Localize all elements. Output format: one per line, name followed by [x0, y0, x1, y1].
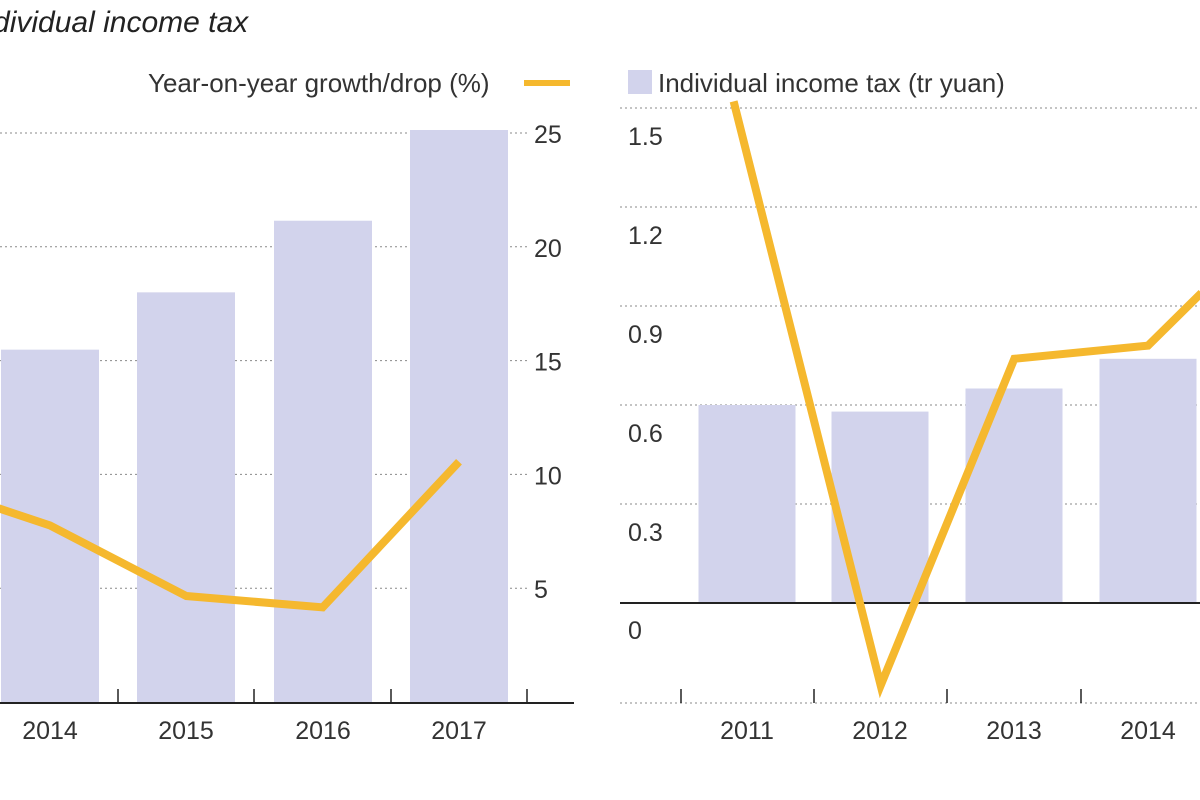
left-bar-2016: [274, 220, 372, 703]
left-y-tick-label: 15: [534, 349, 562, 377]
legend-tax-swatch: [628, 70, 652, 94]
right-y-tick-label: 1.5: [628, 123, 663, 151]
left-x-tick-label: 2016: [295, 717, 351, 745]
right-y-tick-label: 0.3: [628, 519, 663, 547]
right-growth-line: [729, 100, 1200, 699]
left-bar-2017: [410, 130, 508, 703]
legend-tax-label: Individual income tax (tr yuan): [658, 68, 1005, 98]
left-panel: 5 10 15 20 25 2014 2015 2016 2017: [0, 121, 574, 745]
right-bar-2014: [1099, 358, 1197, 603]
right-panel: 0 0.3 0.6 0.9 1.2 1.5 2011 2012 2013 2014: [620, 100, 1200, 745]
left-y-tick-label: 20: [534, 235, 562, 263]
left-x-tick-label: 2017: [431, 717, 487, 745]
right-y-tick-label: 0: [628, 617, 642, 645]
right-bar-2011: [698, 405, 796, 603]
chart-title: Individual income tax: [0, 6, 249, 39]
right-x-tick-label: 2013: [986, 717, 1042, 745]
legend-growth-label: Year-on-year growth/drop (%): [148, 68, 490, 98]
left-y-tick-label: 5: [534, 576, 548, 604]
right-y-tick-label: 1.2: [628, 222, 663, 250]
right-x-tick-label: 2012: [852, 717, 908, 745]
left-y-tick-label: 10: [534, 462, 562, 490]
left-y-tick-label: 25: [534, 121, 562, 149]
right-y-tick-label: 0.9: [628, 321, 663, 349]
right-x-tick-label: 2014: [1120, 717, 1176, 745]
right-y-tick-label: 0.6: [628, 420, 663, 448]
left-bar-2015: [137, 292, 235, 703]
left-growth-line: [0, 459, 462, 612]
right-bar-2013: [965, 388, 1063, 603]
right-x-tick-label: 2011: [720, 717, 774, 745]
left-x-tick-label: 2014: [22, 717, 78, 745]
right-bar-2012: [831, 411, 929, 603]
left-x-tick-label: 2015: [158, 717, 214, 745]
